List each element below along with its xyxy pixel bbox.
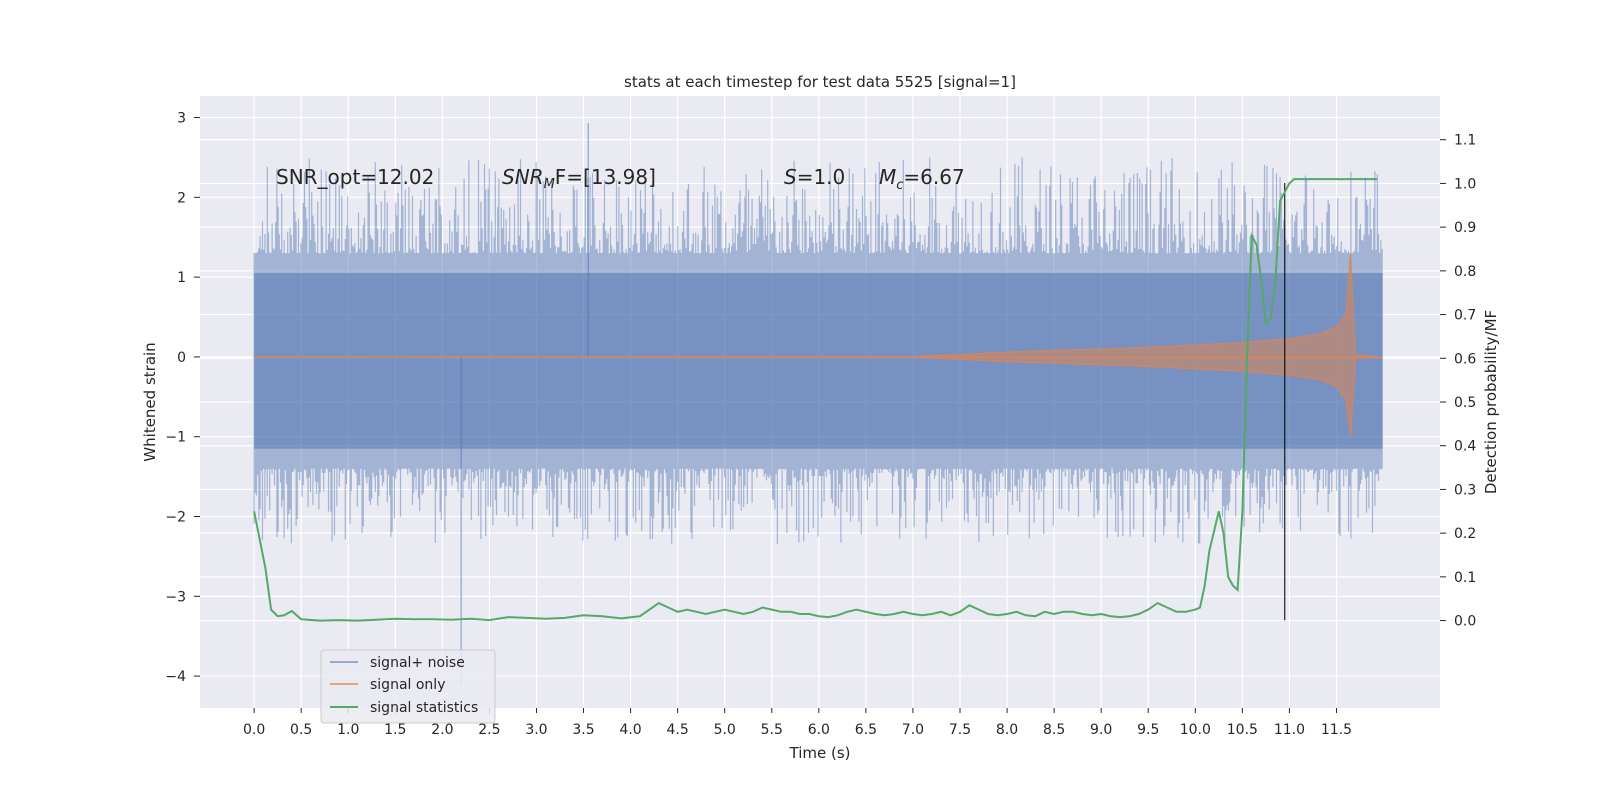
y-tick-label: −4 bbox=[165, 669, 186, 685]
annotation-snr-opt: SNR_opt=12.02 bbox=[276, 165, 434, 189]
y2-tick-label: 1.1 bbox=[1454, 133, 1476, 149]
y-axis-label: Whitened strain bbox=[141, 342, 159, 461]
x-tick-label: 2.0 bbox=[431, 722, 453, 738]
x-tick-label: 11.5 bbox=[1321, 722, 1352, 738]
legend-label-signal-noise: signal+ noise bbox=[370, 655, 465, 671]
x-tick-label: 10.5 bbox=[1227, 722, 1258, 738]
y2-tick-label: 0.7 bbox=[1454, 308, 1476, 324]
x-tick-label: 5.5 bbox=[761, 722, 783, 738]
x-tick-label: 5.0 bbox=[714, 722, 736, 738]
legend: signal+ noise signal only signal statist… bbox=[320, 649, 496, 724]
y2-tick-label: 0.2 bbox=[1454, 526, 1476, 542]
x-tick-label: 4.5 bbox=[667, 722, 689, 738]
y2-tick-label: 1.0 bbox=[1454, 176, 1476, 192]
x-tick-label: 9.5 bbox=[1137, 722, 1159, 738]
y-tick-label: 2 bbox=[177, 190, 186, 206]
x-tick-label: 8.5 bbox=[1043, 722, 1065, 738]
y2-tick-label: 0.9 bbox=[1454, 220, 1476, 236]
y2-axis-ticks: 1.1 1.0 0.9 0.8 0.7 0.6 0.5 0.4 0.3 0.2 0.1 0.0 bbox=[1440, 133, 1476, 630]
x-tick-label: 0.5 bbox=[290, 722, 312, 738]
y2-tick-label: 0.4 bbox=[1454, 439, 1476, 455]
x-tick-label: 6.0 bbox=[808, 722, 830, 738]
x-tick-label: 4.0 bbox=[619, 722, 641, 738]
legend-box bbox=[320, 649, 496, 724]
x-tick-label: 1.5 bbox=[384, 722, 406, 738]
legend-label-signal-statistics: signal statistics bbox=[370, 700, 478, 716]
y2-tick-label: 0.0 bbox=[1454, 614, 1476, 630]
x-tick-label: 9.0 bbox=[1090, 722, 1112, 738]
plot-area bbox=[252, 123, 1383, 685]
signal-only-band bbox=[252, 253, 1383, 437]
y2-axis-label: Detection probability/MF bbox=[1482, 310, 1500, 494]
y-axis-ticks: 3 2 1 0 −1 −2 −3 −4 bbox=[165, 111, 200, 685]
x-tick-label: 2.5 bbox=[478, 722, 500, 738]
x-tick-label: 11.0 bbox=[1274, 722, 1305, 738]
annotation-mc: Mc=6.67 bbox=[879, 165, 965, 193]
y2-tick-label: 0.6 bbox=[1454, 351, 1476, 367]
annotation-snr-mf: SNRMF=[13.98] bbox=[502, 165, 656, 192]
y-tick-label: −3 bbox=[165, 589, 186, 605]
annotation-s: S=1.0 bbox=[784, 165, 845, 189]
x-tick-label: 3.0 bbox=[525, 722, 547, 738]
y2-tick-label: 0.3 bbox=[1454, 482, 1476, 498]
y-tick-label: 0 bbox=[177, 350, 186, 366]
x-tick-label: 3.5 bbox=[572, 722, 594, 738]
signal-statistics-line bbox=[253, 178, 1377, 622]
x-axis-label: Time (s) bbox=[789, 744, 851, 762]
x-axis-ticks: 0.0 0.5 1.0 1.5 2.0 2.5 3.0 3.5 4.0 4.5 5.0 5.5 6.0 6… bbox=[243, 708, 1352, 738]
y-tick-label: 1 bbox=[177, 270, 186, 286]
chart-title: stats at each timestep for test data 552… bbox=[624, 73, 1016, 91]
x-tick-label: 10.0 bbox=[1180, 722, 1211, 738]
legend-label-signal-only: signal only bbox=[370, 677, 445, 693]
y2-tick-label: 0.5 bbox=[1454, 395, 1476, 411]
x-tick-label: 1.0 bbox=[337, 722, 359, 738]
y2-tick-label: 0.8 bbox=[1454, 264, 1476, 280]
y-tick-label: −2 bbox=[165, 510, 186, 526]
y-tick-label: 3 bbox=[177, 111, 186, 127]
y2-tick-label: 0.1 bbox=[1454, 570, 1476, 586]
x-tick-label: 8.0 bbox=[996, 722, 1018, 738]
x-tick-label: 0.0 bbox=[243, 722, 265, 738]
x-tick-label: 6.5 bbox=[855, 722, 877, 738]
y-tick-label: −1 bbox=[165, 430, 186, 446]
x-tick-label: 7.0 bbox=[902, 722, 924, 738]
x-tick-label: 7.5 bbox=[949, 722, 971, 738]
